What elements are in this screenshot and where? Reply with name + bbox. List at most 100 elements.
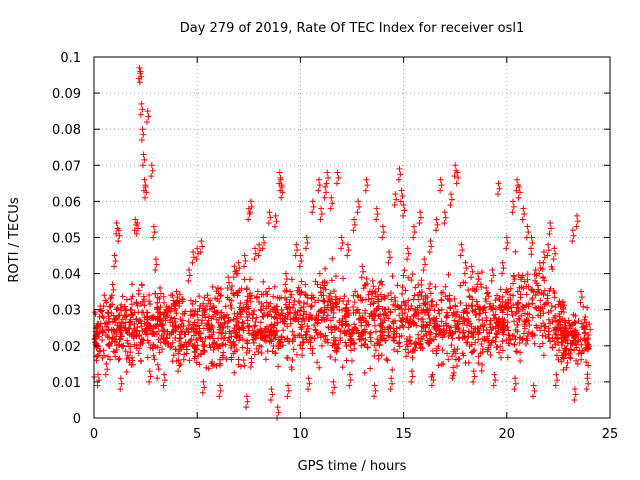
data-point <box>471 373 478 380</box>
data-point <box>117 375 124 382</box>
data-point <box>438 318 445 325</box>
data-point <box>322 332 329 339</box>
data-point <box>100 303 107 310</box>
data-point <box>379 329 386 336</box>
data-point <box>112 349 119 356</box>
data-point <box>133 300 140 307</box>
data-point <box>275 409 282 416</box>
data-point <box>385 259 392 266</box>
data-point <box>483 290 490 297</box>
data-point <box>94 382 101 389</box>
data-point <box>538 323 545 330</box>
data-point <box>490 302 497 309</box>
data-point <box>563 345 570 352</box>
data-point <box>453 180 460 187</box>
data-point <box>557 303 564 310</box>
data-point <box>225 337 232 344</box>
data-point <box>197 302 204 309</box>
data-point <box>464 322 470 329</box>
data-point <box>216 393 223 400</box>
data-point <box>326 293 333 300</box>
data-point <box>147 301 154 308</box>
data-point <box>480 327 487 334</box>
data-point <box>315 297 322 304</box>
data-point <box>494 331 501 338</box>
data-point <box>112 319 119 326</box>
data-point <box>469 307 476 314</box>
data-point <box>499 324 506 331</box>
data-point <box>478 367 485 374</box>
data-point <box>194 342 201 349</box>
data-point <box>519 335 526 342</box>
data-point <box>578 320 585 327</box>
y-tick-label: 0 <box>73 412 81 427</box>
data-point <box>235 259 242 266</box>
data-point <box>455 325 462 332</box>
data-point <box>189 321 196 328</box>
data-point <box>314 317 321 324</box>
data-point <box>507 297 514 304</box>
data-point <box>262 333 269 340</box>
data-point <box>551 338 558 345</box>
data-point <box>470 334 477 341</box>
data-point <box>529 295 536 302</box>
data-point <box>584 375 591 382</box>
data-point <box>540 259 547 266</box>
data-point <box>321 194 328 201</box>
data-point <box>214 285 221 292</box>
data-point <box>95 333 102 340</box>
data-point <box>237 300 244 307</box>
data-point <box>423 332 430 339</box>
data-point <box>512 336 519 343</box>
data-point <box>131 227 138 234</box>
data-point <box>450 309 457 316</box>
data-point <box>410 296 417 303</box>
data-point <box>106 315 113 322</box>
data-point <box>259 245 266 252</box>
data-point <box>253 293 260 300</box>
data-point <box>103 299 110 306</box>
data-point <box>427 319 434 326</box>
data-point <box>490 337 497 344</box>
data-point <box>153 331 160 338</box>
data-point <box>99 307 106 314</box>
data-point <box>121 324 128 331</box>
data-point <box>535 304 542 311</box>
data-point <box>279 189 286 196</box>
data-point <box>375 352 382 359</box>
data-point <box>439 347 446 354</box>
data-point <box>493 334 500 341</box>
data-point <box>490 382 497 389</box>
data-point <box>462 259 469 266</box>
data-point <box>145 113 152 120</box>
data-point <box>346 371 353 378</box>
data-point <box>374 211 381 218</box>
data-point <box>118 380 125 387</box>
data-point <box>399 212 406 219</box>
data-point <box>472 325 479 332</box>
data-point <box>400 272 407 279</box>
data-point <box>177 334 184 341</box>
data-point <box>315 176 322 183</box>
data-point <box>310 203 317 210</box>
data-point <box>317 330 324 337</box>
data-point <box>139 162 146 169</box>
data-point <box>529 300 536 307</box>
data-point <box>396 324 403 331</box>
data-point <box>236 265 243 272</box>
data-point <box>479 361 486 368</box>
data-point <box>487 352 494 359</box>
data-point <box>373 216 380 223</box>
data-point <box>262 332 269 339</box>
data-point <box>545 241 552 248</box>
data-point <box>303 313 310 320</box>
data-point <box>468 323 475 330</box>
data-point <box>166 331 173 338</box>
data-point <box>278 306 285 313</box>
data-point <box>306 380 313 387</box>
data-point <box>470 368 477 375</box>
data-point <box>97 347 104 354</box>
data-point <box>129 357 136 364</box>
data-point <box>459 329 466 336</box>
data-point <box>434 345 441 352</box>
